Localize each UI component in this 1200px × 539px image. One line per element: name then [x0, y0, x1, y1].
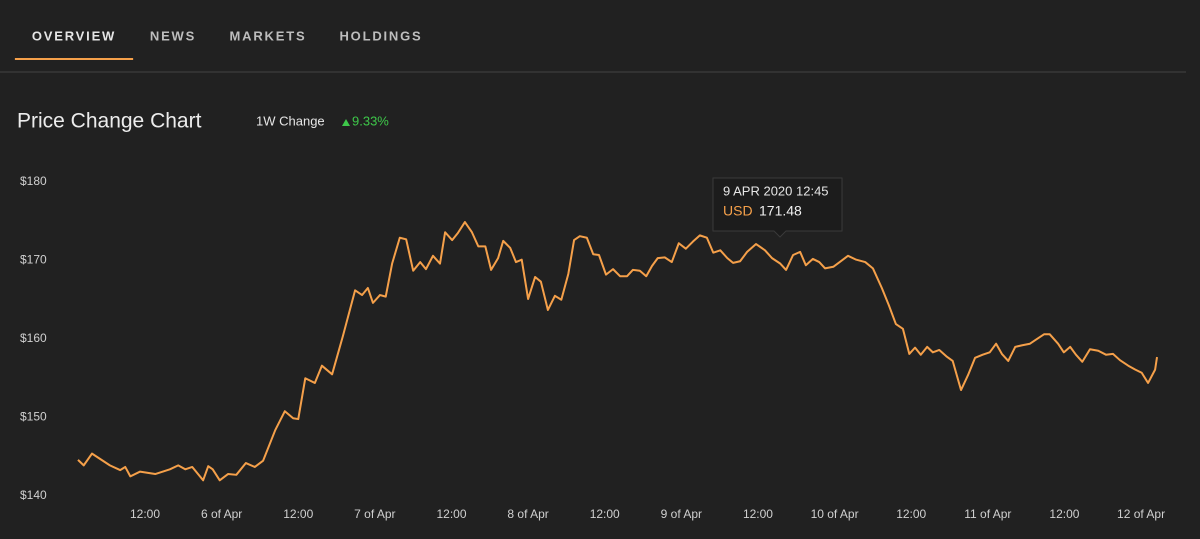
- x-tick-label: 12:00: [590, 507, 620, 521]
- x-tick-label: 12:00: [130, 507, 160, 521]
- x-tick-label: 12:00: [436, 507, 466, 521]
- x-tick-label: 12:00: [896, 507, 926, 521]
- tooltip: 9 APR 2020 12:45 USD 171.48: [712, 177, 843, 238]
- x-tick-label: 12:00: [743, 507, 773, 521]
- x-tick-label: 6 of Apr: [201, 507, 242, 521]
- x-tick-label: 11 of Apr: [964, 507, 1011, 521]
- y-tick-label: $170: [20, 253, 47, 267]
- tab[interactable]: HOLDINGS: [339, 28, 422, 43]
- change-value: 9.33%: [352, 113, 389, 128]
- active-tab-underline: [14, 58, 134, 60]
- y-tick-label: $140: [20, 488, 47, 502]
- tab[interactable]: NEWS: [150, 28, 196, 43]
- tooltip-title: 9 APR 2020 12:45: [723, 183, 829, 198]
- tab[interactable]: MARKETS: [230, 28, 307, 43]
- y-tick-label: $180: [20, 174, 47, 188]
- x-tick-label: 12 of Apr: [1117, 507, 1165, 521]
- chart-title: Price Change Chart: [17, 110, 202, 133]
- up-arrow: [342, 119, 350, 126]
- y-tick-label: $150: [20, 410, 47, 424]
- x-tick-label: 8 of Apr: [507, 507, 548, 521]
- x-tick-label: 12:00: [283, 507, 313, 521]
- price-line: [77, 221, 1159, 482]
- x-tick-label: 7 of Apr: [354, 507, 395, 521]
- tooltip-value: 171.48: [759, 203, 802, 219]
- tab[interactable]: OVERVIEW: [32, 28, 116, 43]
- x-tick-label: 12:00: [1049, 507, 1079, 521]
- change-label: 1W Change: [256, 113, 325, 128]
- plot: $140 $150 $160 $170 $180 12:00 6 of Apr 12:00 7 …: [20, 174, 1165, 521]
- y-tick-label: $160: [20, 331, 47, 345]
- tooltip-currency: USD: [723, 203, 753, 219]
- x-tick-label: 9 of Apr: [661, 507, 702, 521]
- tooltip-box: [712, 177, 843, 238]
- x-tick-label: 10 of Apr: [811, 507, 859, 521]
